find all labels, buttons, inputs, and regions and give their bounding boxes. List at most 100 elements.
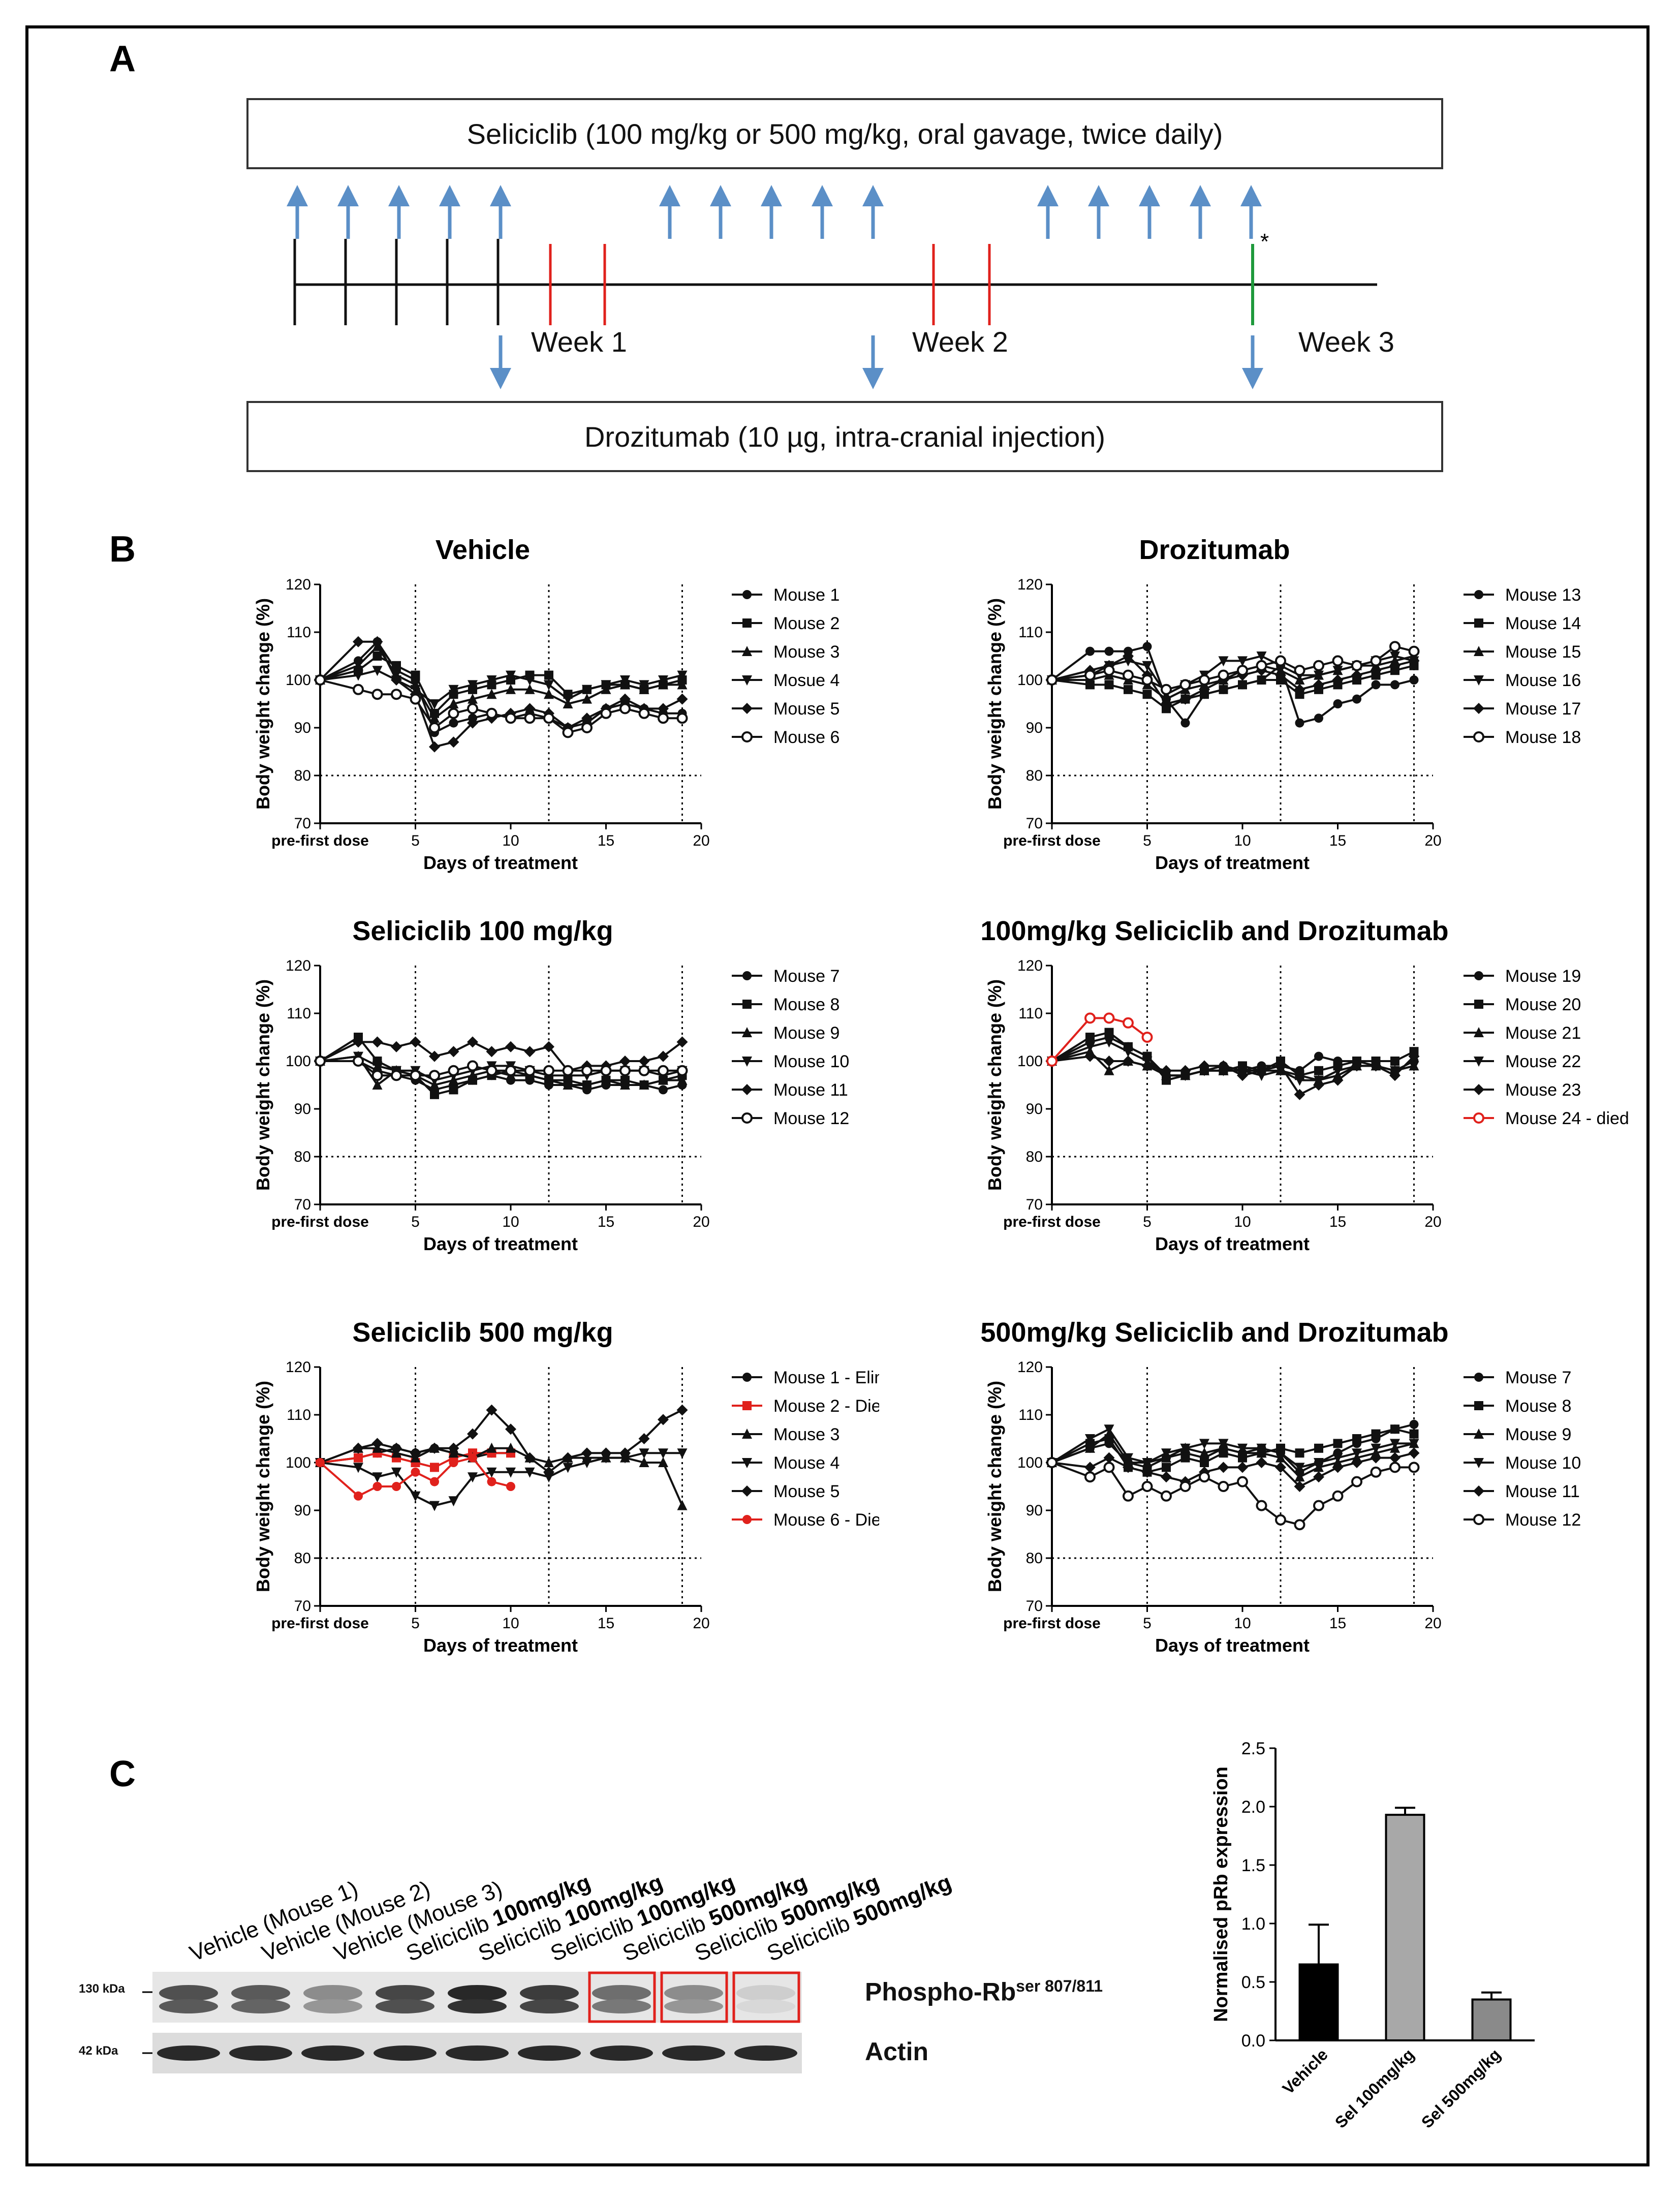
chart2-title: Seliciclib 100 mg/kg	[352, 916, 613, 946]
chart5-series-2-point	[1180, 1453, 1190, 1463]
chart2-series-5-point	[448, 1046, 459, 1058]
chart2-ytick-label: 110	[287, 1005, 311, 1022]
chart4-xtick-label: 5	[411, 1615, 420, 1632]
chart1-series-6-point	[1237, 665, 1248, 676]
chart0-ylabel: Body weight change (%)	[253, 598, 273, 810]
chart2-series-1-point	[659, 1085, 668, 1095]
phospho-rb-label: Phospho-Rbser 807/811	[865, 1977, 1103, 2006]
chart5-series-5-point	[1141, 1466, 1153, 1478]
chart4-legend-marker	[742, 1373, 752, 1382]
chart2-series-3-point	[601, 1074, 611, 1085]
chart3-legend-marker	[1473, 1084, 1484, 1095]
chart0-series-5-point	[524, 703, 536, 715]
chart2-legend-marker	[741, 1112, 753, 1124]
chart3-series-6-point	[1123, 1017, 1134, 1029]
chart0-legend-marker	[742, 590, 752, 599]
chart1-series-1-point	[1371, 680, 1381, 690]
chart1-series-5-point	[1123, 650, 1134, 662]
chart5-legend-marker	[1474, 1458, 1484, 1468]
chart0-title: Vehicle	[435, 535, 530, 565]
chart0-series-3-point	[582, 693, 592, 704]
chart2-series-5-point	[543, 1041, 554, 1052]
chart5-series-5-point	[1294, 1481, 1305, 1492]
chart2-ytick-label: 80	[294, 1149, 311, 1165]
phospho-band-lower	[448, 1999, 507, 2013]
chart5-ylabel: Body weight change (%)	[984, 1381, 1005, 1592]
chart0-series-6-point	[505, 712, 516, 724]
chart2-series-5-point	[658, 1050, 669, 1062]
chart5-series-4-point	[1256, 1443, 1267, 1454]
chart4-series-2-point	[354, 1453, 363, 1463]
chart0-series-5-point	[658, 703, 669, 715]
chart3-series-3-point	[1104, 1065, 1114, 1075]
chart1-xtick-label: 20	[1424, 832, 1441, 849]
chart5-ytick-label: 110	[1018, 1407, 1043, 1423]
chart1-legend-label: Mouse 17	[1505, 699, 1581, 719]
chart2-legend-marker	[742, 1000, 752, 1009]
chart4-ytick-label: 120	[286, 1359, 311, 1376]
chart5-series-5-point	[1084, 1462, 1096, 1473]
chart5-ytick-label: 70	[1026, 1598, 1043, 1615]
chart3-series-5-point	[1370, 1060, 1382, 1072]
chart4-series-4-point	[506, 1467, 516, 1478]
chart0-series-4-point	[601, 680, 611, 691]
chart4-series-4-point	[582, 1458, 592, 1468]
chart1-series-5-point	[1179, 693, 1191, 705]
chart3-series-5-point	[1084, 1050, 1096, 1062]
chart2-series-3-point	[677, 1074, 688, 1085]
chart0-legend-marker	[742, 618, 752, 628]
drozitumab-box: Drozitumab (10 µg, intra-cranial injecti…	[246, 401, 1443, 472]
chart2-series-6-point	[658, 1065, 669, 1076]
chart2-series-2-point	[430, 1090, 439, 1099]
chart2-legend-marker	[742, 1027, 752, 1037]
chart0-series-4-point	[524, 675, 535, 686]
chart5-series-4-point	[1237, 1443, 1248, 1454]
chart0-xtick-label: 15	[598, 832, 614, 849]
chart1-series-2-point	[1238, 680, 1247, 690]
chart1-title: Drozitumab	[1139, 535, 1290, 565]
chart2-ytick-label: 120	[286, 957, 311, 974]
chart4-series-6-point	[392, 1482, 401, 1491]
phospho-band-lower	[736, 1999, 795, 2013]
chart5-series-4-point	[1352, 1448, 1362, 1459]
phospho-band-upper	[376, 1985, 434, 2001]
chart3-series-5-point	[1141, 1060, 1153, 1072]
chart4-series-5-point	[371, 1438, 383, 1449]
chart0-legend-label: Mouse 1	[773, 585, 839, 605]
chart1-ytick-label: 110	[1018, 624, 1043, 641]
bar-category-label-3: Sel 500mg/kg	[1418, 2045, 1504, 2131]
chart3-series-5-point	[1408, 1050, 1420, 1062]
chart0-series-5-point	[581, 712, 593, 724]
chart5-series-2-point	[1162, 1463, 1171, 1472]
chart2-series-6-point	[619, 1065, 631, 1076]
chart2-series-6-point	[676, 1065, 688, 1076]
chart0-series-6-point	[581, 722, 593, 733]
chart1-series-1-point	[1352, 694, 1361, 704]
chart2-xlabel: Days of treatment	[423, 1233, 578, 1254]
chart1-series-5-point	[1313, 679, 1324, 691]
chart2-series-5-point	[638, 1056, 650, 1067]
chart5-series-4-point	[1199, 1439, 1209, 1449]
bar-chart-prb: 0.0 0.5 1.0 1.5 2.0 2.5 Normalised pRb express…	[1210, 1739, 1535, 2132]
chart2-xtick-label: 10	[502, 1214, 519, 1230]
chart5-series-4-point	[1294, 1463, 1305, 1473]
chart3-legend-label: Mouse 21	[1505, 1024, 1581, 1043]
chart2-legend-label: Mouse 11	[773, 1080, 848, 1100]
chart3-series-2-point	[1314, 1066, 1323, 1075]
chart3-series-5-point	[1313, 1079, 1324, 1091]
chart5-series-6-point	[1256, 1500, 1267, 1511]
chart2-ytick-label: 70	[294, 1196, 311, 1213]
chart0-series-6-point	[619, 703, 631, 715]
chart-combo-100: 100mg/kg Seliciclib and Drozitumab 70 80 90…	[980, 916, 1629, 1254]
chart1-series-1-point	[1180, 718, 1190, 728]
chart2-series-6-point	[638, 1065, 650, 1076]
chart0-xlabel: Days of treatment	[423, 852, 578, 873]
chart3-xtick-label: 15	[1329, 1214, 1346, 1230]
chart4-series-5-point	[676, 1404, 688, 1416]
chart1-series-4-point	[1332, 666, 1343, 676]
chart2-ytick-label: 100	[286, 1053, 311, 1070]
chart2-xtick-label: 5	[411, 1214, 420, 1230]
chart2-series-5-point	[619, 1056, 631, 1067]
chart1-series-6-point	[1332, 655, 1344, 667]
chart3-xtick-label: 10	[1234, 1214, 1251, 1230]
